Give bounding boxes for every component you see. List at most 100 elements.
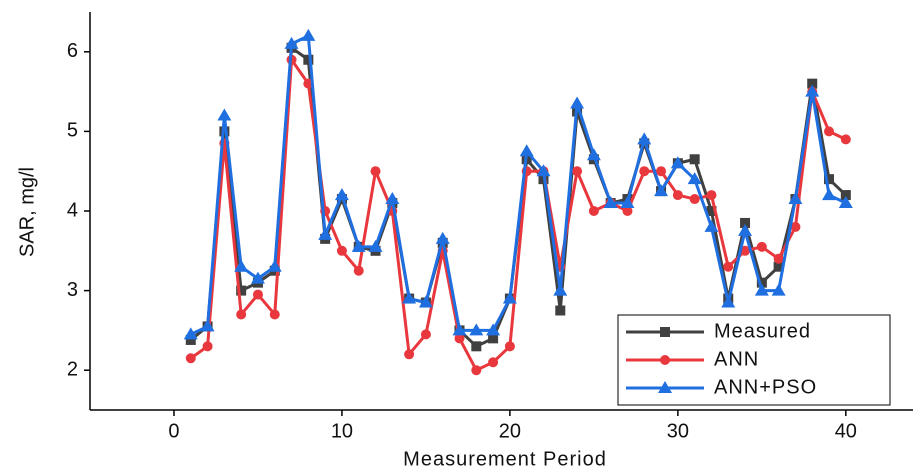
data-point [756,277,767,288]
data-point [553,283,568,296]
data-point [572,166,583,177]
legend-marker [660,327,670,337]
data-point [706,206,717,216]
data-point [185,353,196,364]
data-point [183,327,198,340]
data-point [217,108,232,121]
data-point [840,190,851,201]
data-point [603,196,618,209]
data-point [790,221,801,232]
data-point [721,295,736,308]
x-tick-label: 10 [331,420,353,442]
data-point [588,206,599,216]
data-point [185,334,196,345]
data-point [452,323,467,336]
data-point [370,166,381,177]
y-axis-label: SAR, mg/l [16,167,38,257]
data-point [740,245,751,256]
x-tick-label: 30 [667,420,689,442]
data-point [471,341,482,352]
legend: Measured ANN ANN+PSO [617,314,891,406]
data-point [269,309,280,320]
data-point [252,289,263,300]
legend-marker [658,381,672,393]
data-point [234,259,249,272]
x-tick-label: 0 [168,420,179,442]
data-point [805,84,820,97]
series-line [189,55,847,373]
data-point [301,28,316,41]
legend-label: ANN [714,348,759,370]
data-point [672,190,683,201]
data-point [706,190,717,201]
data-point [368,239,383,252]
data-point [824,174,835,185]
data-point [420,329,431,340]
data-point [402,291,417,304]
data-point [620,196,635,209]
data-point [788,192,803,205]
data-point [771,283,786,296]
legend-marker [660,355,670,365]
data-point [773,261,784,272]
data-point [488,333,499,344]
data-point [502,291,517,304]
y-tick-label: 2 [67,358,78,380]
data-point [385,192,400,205]
data-point [740,217,751,228]
y-tick-label: 4 [67,199,78,221]
data-point [689,154,700,165]
data-point [687,172,702,185]
data-point [639,166,650,177]
data-point [454,333,465,344]
data-point [469,323,484,336]
data-point [488,357,499,368]
x-tick-label: 40 [835,420,857,442]
x-axis-label: Measurement Period [403,448,607,470]
data-point [267,259,282,272]
data-point [754,283,769,296]
legend-label: ANN+PSO [714,376,817,398]
series-line [190,33,847,336]
data-point [670,156,685,169]
y-tick-label: 3 [67,279,78,301]
data-point [824,126,835,137]
data-point [236,309,247,320]
data-point [838,196,853,209]
y-tick-label: 6 [67,40,78,62]
data-point [555,305,566,316]
data-point [570,96,585,109]
data-point [622,206,633,216]
data-point [334,188,349,201]
data-point [689,194,700,205]
data-point [471,365,482,376]
data-point [822,188,837,201]
data-point [637,132,652,145]
data-point [435,231,450,244]
data-point [351,239,366,252]
data-point [756,241,767,252]
data-point [654,184,669,197]
data-point [536,164,551,177]
data-point [773,253,784,264]
data-point [723,261,734,272]
data-point [318,227,333,240]
data-point [284,36,299,49]
data-point [236,285,247,296]
data-point [486,323,501,336]
data-point [807,78,818,89]
data-point [200,319,215,332]
x-tick-label: 20 [499,420,521,442]
data-point [418,295,433,308]
data-point [519,144,534,157]
data-point [202,341,213,352]
data-point [586,148,601,161]
y-tick-label: 5 [67,120,78,142]
data-point [704,219,719,232]
data-point [336,245,347,256]
data-point [353,265,364,276]
data-point [303,54,314,65]
data-point [504,341,515,352]
legend-label: Measured [714,320,811,342]
